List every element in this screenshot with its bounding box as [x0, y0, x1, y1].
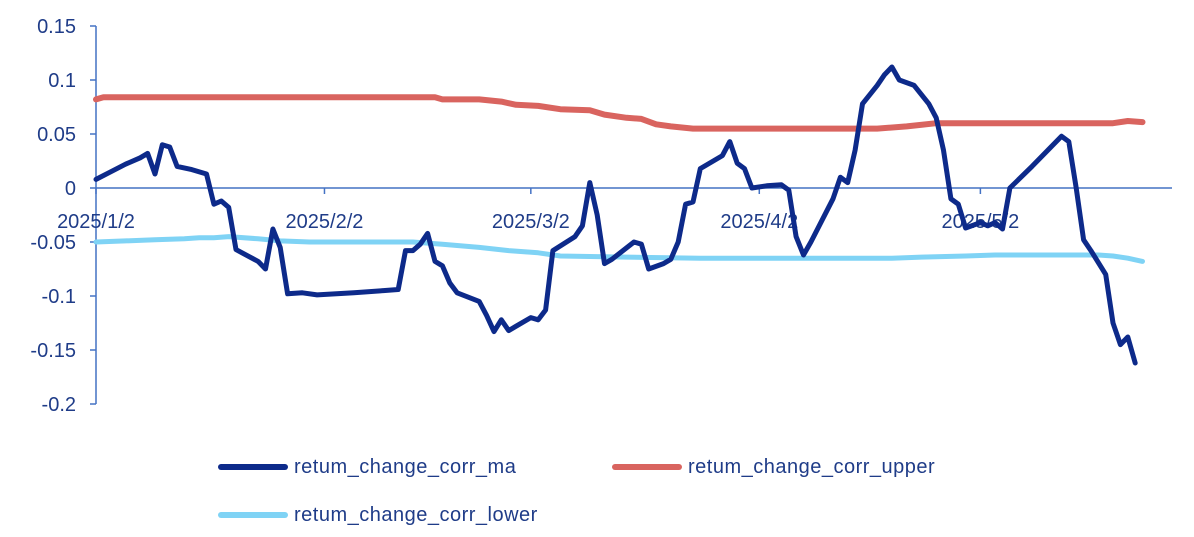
- x-tick-label: 2025/1/2: [57, 211, 135, 233]
- x-tick-label: 2025/2/2: [286, 211, 364, 233]
- y-tick-label: 0.15: [37, 16, 76, 38]
- y-tick-label: -0.05: [30, 232, 76, 254]
- y-tick-label: 0: [65, 178, 76, 200]
- y-tick-label: 0.05: [37, 124, 76, 146]
- y-tick-label: 0.1: [48, 70, 76, 92]
- series-layer: [93, 64, 1146, 366]
- x-tick-label: 2025/3/2: [492, 211, 570, 233]
- x-tick-label: 2025/4/2: [720, 211, 798, 233]
- series-line-retum_change_corr_lower: [93, 234, 1145, 264]
- y-tick-label: -0.15: [30, 340, 76, 362]
- series-line-retum_change_corr_upper: [93, 94, 1146, 132]
- y-tick-label: -0.2: [42, 394, 76, 416]
- y-axis: 0.15 0.1 0.05 0 -0.05 -0.1 -0.15 -0.2: [30, 16, 97, 416]
- x-axis: 2025/1/2 2025/2/2 2025/3/2 2025/4/2 2025/5/2: [57, 187, 1172, 233]
- series-line-retum_change_corr_ma: [93, 64, 1138, 366]
- y-tick-label: -0.1: [42, 286, 76, 308]
